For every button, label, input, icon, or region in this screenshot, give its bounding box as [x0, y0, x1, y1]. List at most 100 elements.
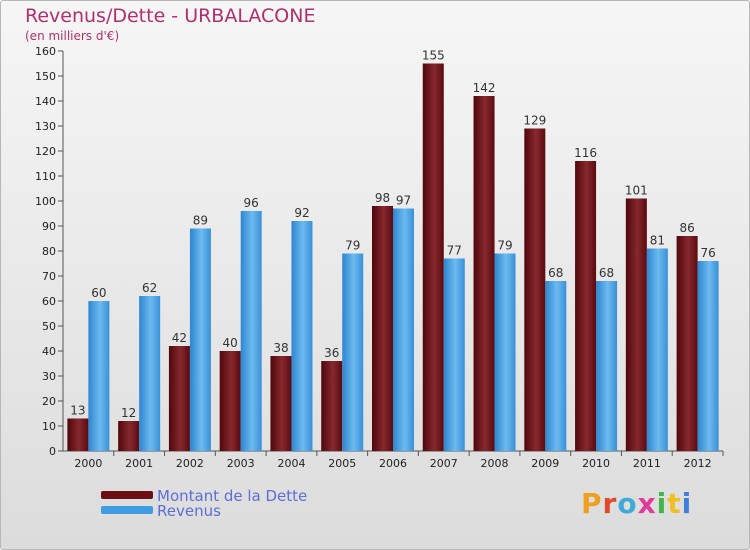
- x-tick-label: 2002: [176, 457, 204, 470]
- data-label-debt: 98: [375, 191, 390, 205]
- data-label-revenus: 79: [345, 239, 360, 253]
- x-tick-label: 2009: [531, 457, 559, 470]
- bar-debt: [168, 346, 190, 451]
- x-tick-label: 2004: [277, 457, 305, 470]
- bar-debt: [321, 361, 343, 451]
- y-tick-label: 100: [35, 195, 56, 208]
- y-tick-label: 80: [42, 245, 56, 258]
- x-tick-label: 2008: [481, 457, 509, 470]
- bar-revenus: [88, 301, 110, 451]
- brand-letter: i: [681, 487, 693, 520]
- data-label-debt: 86: [679, 221, 694, 235]
- brand-letter: P: [581, 487, 603, 520]
- bar-revenus: [393, 208, 414, 451]
- bar-debt: [118, 421, 140, 451]
- x-tick-label: 2010: [582, 457, 610, 470]
- y-tick-label: 70: [42, 270, 56, 283]
- data-label-revenus: 89: [193, 214, 208, 228]
- data-label-debt: 142: [473, 81, 496, 95]
- data-label-debt: 42: [172, 331, 187, 345]
- data-label-revenus: 81: [650, 234, 665, 248]
- y-tick-label: 40: [42, 345, 56, 358]
- chart-subtitle: (en milliers d'€): [25, 29, 120, 43]
- bar-debt: [524, 128, 546, 451]
- data-label-revenus: 60: [91, 286, 106, 300]
- y-tick-label: 110: [35, 170, 56, 183]
- bar-debt: [270, 356, 292, 451]
- data-label-debt: 116: [574, 146, 597, 160]
- y-tick-label: 50: [42, 320, 56, 333]
- y-tick-label: 140: [35, 95, 56, 108]
- brand-letter: o: [617, 487, 638, 520]
- bar-debt: [625, 198, 647, 451]
- data-label-debt: 38: [273, 341, 288, 355]
- y-tick-label: 130: [35, 120, 56, 133]
- bar-debt: [372, 206, 393, 451]
- x-tick-label: 2007: [430, 457, 458, 470]
- data-label-revenus: 76: [700, 246, 715, 260]
- brand-letter: x: [637, 487, 657, 520]
- brand-letter: t: [667, 487, 682, 520]
- y-tick-label: 10: [42, 420, 56, 433]
- data-label-revenus: 68: [599, 266, 614, 280]
- data-label-revenus: 77: [447, 244, 462, 258]
- data-label-debt: 12: [121, 406, 136, 420]
- y-tick-label: 0: [49, 445, 56, 458]
- x-tick-label: 2005: [328, 457, 356, 470]
- bar-debt: [67, 418, 89, 451]
- y-tick-label: 60: [42, 295, 56, 308]
- x-tick-label: 2001: [125, 457, 153, 470]
- bar-debt: [219, 351, 241, 451]
- axis-layer: 0 10 20 30 40 50 60 70 80 90 100 110 120 130 140 150 160…: [35, 45, 724, 470]
- y-tick-label: 150: [35, 70, 56, 83]
- data-label-revenus: 62: [142, 281, 157, 295]
- bar-revenus: [443, 258, 465, 451]
- bar-revenus: [646, 248, 668, 451]
- brand-letter: r: [602, 487, 618, 520]
- bar-debt: [676, 236, 698, 451]
- data-label-revenus: 92: [294, 206, 309, 220]
- bar-debt: [473, 96, 495, 451]
- y-tick-label: 20: [42, 395, 56, 408]
- x-tick-label: 2006: [379, 457, 407, 470]
- data-label-revenus: 68: [548, 266, 563, 280]
- bar-revenus: [139, 296, 161, 451]
- bar-revenus: [189, 228, 211, 451]
- data-label-debt: 101: [625, 184, 648, 198]
- bar-revenus: [494, 253, 516, 451]
- legend-label-revenus: Revenus: [157, 502, 221, 520]
- bar-revenus: [545, 281, 567, 451]
- data-label-revenus: 97: [396, 194, 411, 208]
- bar-debt: [575, 161, 597, 451]
- bar-debt: [422, 63, 444, 451]
- brand-letter: i: [656, 487, 668, 520]
- brand-logo: Proxiti: [581, 487, 692, 520]
- x-tick-label: 2000: [74, 457, 102, 470]
- y-tick-label: 30: [42, 370, 56, 383]
- bar-revenus: [342, 253, 364, 451]
- x-tick-label: 2011: [633, 457, 661, 470]
- data-label-debt: 40: [223, 336, 238, 350]
- y-tick-label: 160: [35, 45, 56, 58]
- data-label-revenus: 79: [497, 239, 512, 253]
- data-label-debt: 13: [70, 404, 85, 418]
- data-label-debt: 129: [523, 114, 546, 128]
- bar-revenus: [240, 211, 262, 451]
- x-tick-label: 2012: [684, 457, 712, 470]
- bar-revenus: [596, 281, 618, 451]
- data-label-debt: 155: [422, 49, 445, 63]
- bars-layer: [67, 63, 719, 451]
- data-labels-layer: 13 60 12 62 42 89 40 96 38 92 36 79 98 97 155 77 142 79 12…: [70, 49, 716, 421]
- x-tick-label: 2003: [227, 457, 255, 470]
- chart-title: Revenus/Dette - URBALACONE: [25, 5, 316, 27]
- bar-revenus: [697, 261, 719, 451]
- y-tick-label: 90: [42, 220, 56, 233]
- y-tick-label: 120: [35, 145, 56, 158]
- bar-revenus: [291, 221, 313, 451]
- legend-swatch-revenus: [101, 506, 153, 514]
- legend-label-debt: Montant de la Dette: [157, 487, 308, 505]
- data-label-debt: 36: [324, 346, 339, 360]
- legend-swatch-debt: [101, 491, 153, 499]
